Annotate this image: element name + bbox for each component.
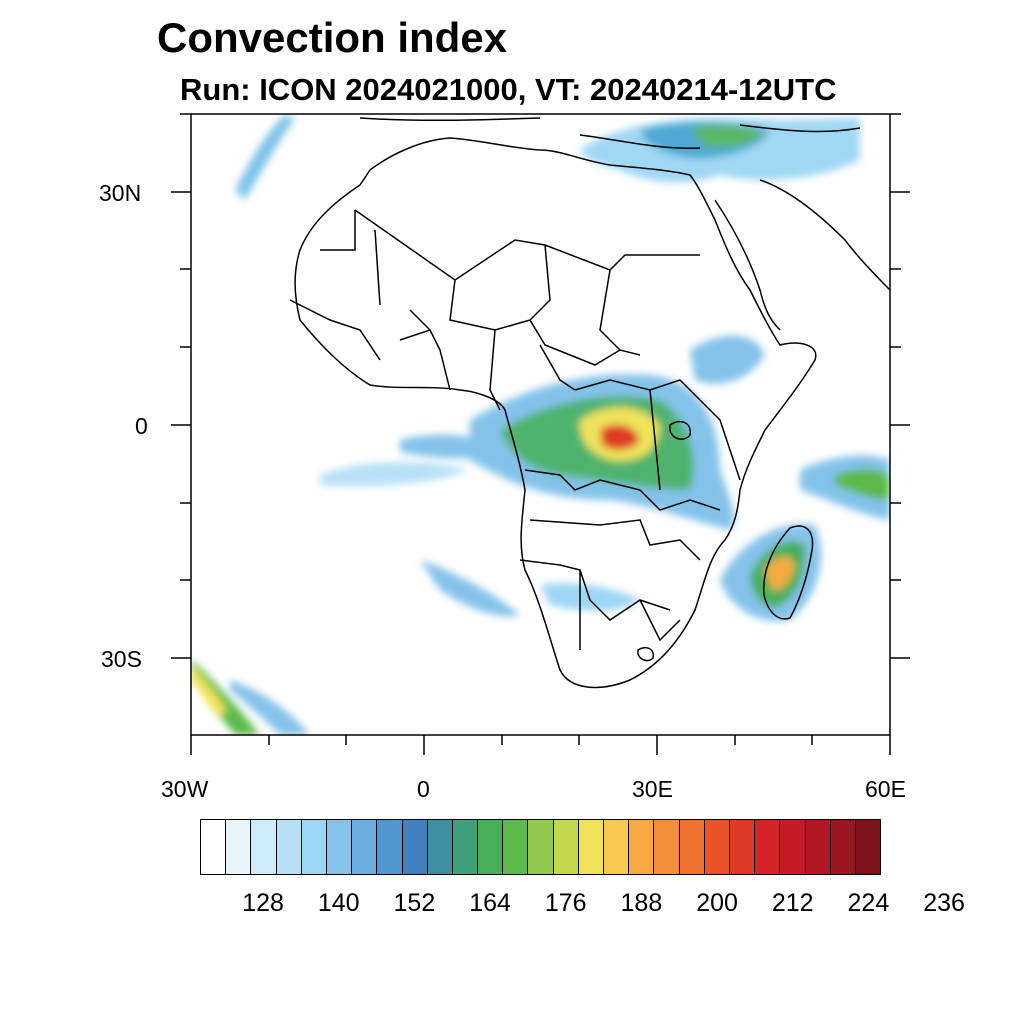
colorbar-tick-label: 224 [847, 889, 890, 917]
field-sw-front [191, 660, 260, 735]
madagascar-outline [762, 525, 814, 620]
colorbar-swatch [780, 820, 806, 874]
colorbar-swatch [301, 820, 327, 874]
lake-victoria [669, 420, 691, 440]
field-madagascar-core [765, 556, 795, 591]
field-horn [690, 335, 765, 384]
colorbar-swatch [855, 820, 881, 874]
lat-label-0: 0 [135, 413, 148, 439]
colorbar-swatch [604, 820, 630, 874]
field-guinea-streak [400, 434, 510, 459]
colorbar [200, 819, 881, 875]
colorbar-swatch [201, 820, 227, 874]
field-north-green [690, 124, 765, 148]
colorbar-swatch [427, 820, 453, 874]
field-south-interior [540, 583, 640, 611]
map-title: Convection index [157, 14, 508, 61]
colorbar-swatch [402, 820, 428, 874]
colorbar-swatch [226, 820, 252, 874]
coastlines [289, 117, 890, 689]
lon-label-30w: 30W [161, 776, 209, 802]
map-subtitle: Run: ICON 2024021000, VT: 20240214-12UTC [180, 72, 837, 107]
lon-label-0: 0 [417, 776, 430, 802]
colorbar-swatch [729, 820, 756, 874]
colorbar-swatch [704, 820, 730, 874]
colorbar-swatch [805, 820, 831, 874]
colorbar-swatch [629, 820, 655, 874]
colorbar-swatch [553, 820, 579, 874]
colorbar-tick-label: 200 [696, 889, 738, 917]
colorbar-swatch [679, 820, 705, 874]
colorbar-tick-label: 128 [242, 889, 284, 917]
africa-coastline [294, 137, 817, 689]
colorbar-tick-label: 236 [923, 889, 965, 917]
field-indian-green [835, 468, 890, 500]
field-south-atlantic [420, 560, 520, 617]
lat-label-30s: 30S [101, 646, 142, 672]
colorbar-tick-label: 152 [393, 889, 436, 917]
field-central-core [600, 424, 640, 450]
lat-ticks [171, 113, 910, 659]
colorbar-swatch [478, 820, 504, 874]
colorbar-swatch [352, 820, 378, 874]
field-sw-outer [230, 680, 310, 735]
colorbar-swatch [755, 820, 781, 874]
arabian-coast [759, 179, 890, 291]
colorbar-swatch [830, 820, 856, 874]
field-west-streak [320, 462, 470, 487]
red-sea-east [714, 199, 781, 331]
colorbar-swatch [276, 820, 302, 874]
lon-ticks [190, 735, 891, 755]
lat-label-30n: 30N [99, 180, 142, 206]
colorbar-swatch [528, 820, 554, 874]
colorbar-swatch [503, 820, 529, 874]
colorbar-tick-label: 176 [544, 889, 587, 917]
field-sw-front-core [191, 665, 228, 714]
colorbar-tick-label: 212 [771, 889, 814, 917]
lesotho [637, 646, 654, 662]
colorbar-tick-label: 188 [620, 889, 663, 917]
border-lines [289, 209, 741, 650]
colorbar-swatch [377, 820, 403, 874]
lon-label-60e: 60E [865, 776, 906, 802]
field-atlantic-streak [235, 115, 295, 200]
colorbar-swatch [452, 820, 479, 874]
colorbar-swatch [326, 820, 353, 874]
colorbar-swatch [578, 820, 604, 874]
lon-label-30e: 30E [632, 776, 673, 802]
colorbar-tick-label: 140 [317, 889, 360, 917]
convection-field [191, 115, 890, 735]
med-coast-north [359, 117, 861, 150]
colorbar-swatch [654, 820, 680, 874]
colorbar-tick-label: 164 [469, 889, 511, 917]
colorbar-swatch [251, 820, 277, 874]
